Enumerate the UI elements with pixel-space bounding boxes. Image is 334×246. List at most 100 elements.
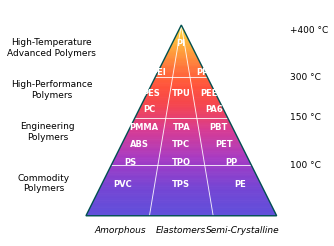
- Polygon shape: [159, 69, 203, 70]
- Polygon shape: [135, 118, 228, 119]
- Polygon shape: [139, 109, 223, 110]
- Polygon shape: [180, 26, 182, 27]
- Polygon shape: [107, 172, 256, 173]
- Polygon shape: [144, 99, 219, 100]
- Polygon shape: [169, 48, 193, 49]
- Polygon shape: [123, 141, 240, 142]
- Polygon shape: [180, 27, 183, 28]
- Polygon shape: [98, 192, 265, 193]
- Text: TPS: TPS: [172, 180, 190, 189]
- Polygon shape: [132, 123, 231, 124]
- Polygon shape: [172, 42, 190, 43]
- Polygon shape: [101, 184, 262, 185]
- Polygon shape: [129, 130, 234, 131]
- Polygon shape: [133, 120, 229, 121]
- Polygon shape: [118, 151, 244, 152]
- Polygon shape: [124, 140, 239, 141]
- Polygon shape: [167, 53, 196, 54]
- Polygon shape: [153, 81, 210, 82]
- Polygon shape: [160, 66, 202, 67]
- Text: Commodity
Polymers: Commodity Polymers: [18, 174, 70, 193]
- Polygon shape: [162, 63, 201, 64]
- Polygon shape: [87, 213, 276, 214]
- Polygon shape: [145, 97, 218, 98]
- Text: 150 °C: 150 °C: [290, 113, 321, 122]
- Polygon shape: [165, 56, 197, 57]
- Polygon shape: [87, 214, 276, 215]
- Polygon shape: [145, 96, 217, 97]
- Polygon shape: [176, 35, 187, 36]
- Polygon shape: [137, 113, 226, 114]
- Polygon shape: [161, 65, 202, 66]
- Polygon shape: [174, 38, 188, 39]
- Polygon shape: [99, 188, 263, 189]
- Polygon shape: [170, 46, 192, 47]
- Polygon shape: [93, 200, 269, 201]
- Polygon shape: [90, 208, 273, 209]
- Text: TPA: TPA: [172, 123, 190, 132]
- Polygon shape: [119, 148, 243, 149]
- Text: Engineering
Polymers: Engineering Polymers: [20, 122, 75, 141]
- Polygon shape: [115, 157, 248, 158]
- Polygon shape: [95, 198, 268, 199]
- Polygon shape: [110, 168, 253, 169]
- Text: 300 °C: 300 °C: [290, 73, 321, 82]
- Polygon shape: [125, 137, 237, 138]
- Polygon shape: [140, 107, 223, 108]
- Polygon shape: [126, 134, 236, 135]
- Polygon shape: [164, 60, 199, 61]
- Text: 100 °C: 100 °C: [290, 161, 321, 170]
- Polygon shape: [158, 71, 205, 72]
- Polygon shape: [98, 190, 264, 191]
- Polygon shape: [141, 106, 222, 107]
- Polygon shape: [103, 182, 260, 183]
- Polygon shape: [118, 150, 244, 151]
- Polygon shape: [121, 145, 242, 146]
- Polygon shape: [89, 209, 274, 210]
- Polygon shape: [124, 138, 238, 139]
- Polygon shape: [160, 67, 203, 68]
- Polygon shape: [146, 95, 216, 96]
- Polygon shape: [138, 111, 225, 112]
- Polygon shape: [113, 161, 249, 162]
- Polygon shape: [167, 52, 195, 53]
- Polygon shape: [116, 155, 247, 156]
- Polygon shape: [131, 124, 231, 125]
- Text: PEI: PEI: [151, 68, 166, 77]
- Polygon shape: [111, 166, 252, 167]
- Polygon shape: [137, 114, 226, 115]
- Polygon shape: [157, 72, 205, 73]
- Polygon shape: [97, 193, 266, 194]
- Polygon shape: [128, 132, 235, 133]
- Polygon shape: [106, 174, 256, 175]
- Polygon shape: [152, 82, 210, 83]
- Polygon shape: [171, 45, 191, 46]
- Polygon shape: [107, 173, 256, 174]
- Polygon shape: [131, 125, 232, 126]
- Polygon shape: [168, 50, 194, 51]
- Polygon shape: [175, 37, 188, 38]
- Text: PE: PE: [234, 180, 246, 189]
- Polygon shape: [177, 32, 185, 33]
- Polygon shape: [147, 93, 216, 94]
- Polygon shape: [157, 74, 206, 75]
- Polygon shape: [105, 176, 257, 177]
- Polygon shape: [179, 29, 183, 30]
- Polygon shape: [105, 177, 258, 178]
- Polygon shape: [156, 75, 207, 76]
- Polygon shape: [100, 187, 263, 188]
- Polygon shape: [123, 142, 240, 143]
- Polygon shape: [97, 194, 266, 195]
- Text: High-Performance
Polymers: High-Performance Polymers: [11, 80, 93, 100]
- Polygon shape: [137, 112, 225, 113]
- Polygon shape: [126, 135, 236, 136]
- Polygon shape: [166, 55, 197, 56]
- Polygon shape: [103, 181, 260, 182]
- Polygon shape: [168, 51, 195, 52]
- Polygon shape: [120, 146, 242, 147]
- Polygon shape: [136, 115, 227, 116]
- Polygon shape: [92, 204, 271, 205]
- Polygon shape: [134, 119, 229, 120]
- Polygon shape: [149, 89, 214, 90]
- Polygon shape: [105, 178, 258, 179]
